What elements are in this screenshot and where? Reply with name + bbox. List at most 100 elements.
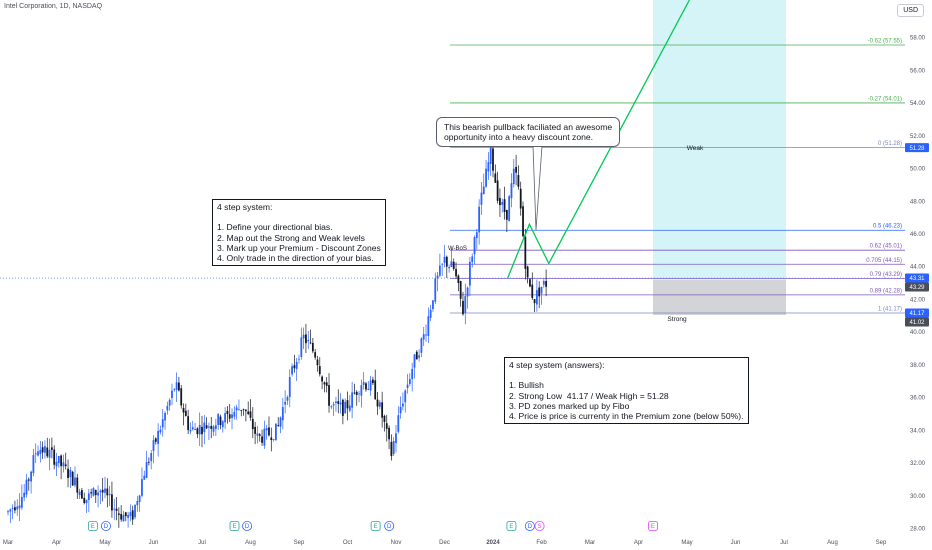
candle xyxy=(37,451,39,456)
callout-pointer xyxy=(532,145,543,231)
candle xyxy=(351,392,354,408)
candle xyxy=(392,441,395,454)
candle xyxy=(538,287,541,297)
candle xyxy=(399,406,402,414)
candle xyxy=(41,447,44,453)
earnings-marker[interactable] xyxy=(648,521,658,531)
price-badge xyxy=(905,317,929,327)
earnings-marker[interactable] xyxy=(370,521,381,531)
split-marker[interactable] xyxy=(534,521,545,532)
price-badge-label: 41.17 xyxy=(909,311,925,317)
earnings-marker[interactable] xyxy=(229,521,240,531)
candle xyxy=(81,490,83,499)
dividend-marker[interactable] xyxy=(384,521,395,532)
candle xyxy=(85,499,88,504)
candle xyxy=(7,511,9,513)
candle xyxy=(129,512,132,517)
y-tick-label: 34.00 xyxy=(910,428,926,434)
candle xyxy=(94,489,97,496)
candle xyxy=(311,342,314,352)
candle xyxy=(418,355,420,358)
candle xyxy=(432,300,434,310)
x-tick-label: May xyxy=(681,540,692,546)
x-tick-label: Jun xyxy=(731,540,741,546)
x-tick-label: 2024 xyxy=(486,540,500,546)
candle xyxy=(256,433,259,436)
fib-label-6: 0.79 (43.29) xyxy=(870,272,902,278)
candle xyxy=(32,455,35,474)
discount-zone xyxy=(653,280,786,315)
price-badge-label: 41.02 xyxy=(909,320,925,326)
dividend-marker[interactable] xyxy=(524,521,535,532)
candle xyxy=(171,390,173,399)
candle xyxy=(115,508,118,511)
candle xyxy=(422,334,425,340)
x-tick-label: Feb xyxy=(536,540,547,546)
candle xyxy=(281,407,284,421)
candle xyxy=(325,382,328,386)
candle xyxy=(164,413,166,421)
candle xyxy=(178,382,180,391)
candle xyxy=(39,449,42,454)
candle xyxy=(480,192,483,205)
candle xyxy=(540,286,543,294)
dividend-marker[interactable] xyxy=(100,521,111,532)
candle xyxy=(455,269,457,277)
candle xyxy=(87,493,90,501)
candle xyxy=(397,415,400,432)
candle xyxy=(413,354,416,368)
candle xyxy=(427,316,430,336)
x-tick-label: Mar xyxy=(3,540,13,546)
fib-label-4: 0.62 (45.01) xyxy=(870,244,902,250)
earnings-marker[interactable] xyxy=(87,521,98,531)
candle xyxy=(201,426,203,435)
candle xyxy=(48,449,51,458)
price-badges: 51.28 43.31 43.29 41.17 41.02 xyxy=(905,143,929,327)
candle xyxy=(154,438,157,442)
earnings-marker[interactable] xyxy=(506,521,517,531)
candle xyxy=(524,236,527,269)
candle xyxy=(161,419,164,428)
candle xyxy=(485,168,487,187)
y-tick-label: 30.00 xyxy=(910,494,926,500)
symbol-header: Intel Corporation, 1D, NASDAQ xyxy=(4,3,103,10)
candle xyxy=(360,385,363,396)
candle xyxy=(106,488,109,496)
candle xyxy=(492,148,494,171)
candle xyxy=(464,296,467,313)
candle xyxy=(376,399,379,407)
candle xyxy=(503,199,506,213)
currency-button[interactable]: USD xyxy=(897,4,924,17)
candle xyxy=(279,417,282,427)
candle xyxy=(214,425,217,429)
candle xyxy=(402,403,404,407)
candle xyxy=(134,505,136,518)
candle xyxy=(526,266,529,278)
candle xyxy=(57,456,60,464)
candle xyxy=(309,342,312,344)
y-tick-label: 44.00 xyxy=(910,265,926,271)
x-tick-label: Apr xyxy=(634,540,643,546)
candle xyxy=(16,506,19,510)
candle xyxy=(434,278,437,302)
dividend-marker[interactable] xyxy=(242,521,253,532)
candle xyxy=(443,256,446,263)
candle xyxy=(83,497,86,504)
candle xyxy=(111,494,113,511)
candle xyxy=(429,309,432,318)
event-marker-label: E xyxy=(91,524,95,530)
candle xyxy=(9,509,12,512)
fib-label-5: 0.705 (44.15) xyxy=(866,258,902,264)
candle xyxy=(182,407,185,413)
candle xyxy=(475,232,478,239)
x-tick-label: Apr xyxy=(52,540,61,546)
candle xyxy=(127,514,129,518)
candle xyxy=(469,261,471,286)
y-tick-label: 40.00 xyxy=(910,330,926,336)
candle xyxy=(487,162,490,172)
candle xyxy=(69,469,72,478)
candle xyxy=(67,468,69,478)
pullback-callout: This bearish pullback faciliated an awes… xyxy=(436,117,621,147)
candle xyxy=(141,479,143,496)
